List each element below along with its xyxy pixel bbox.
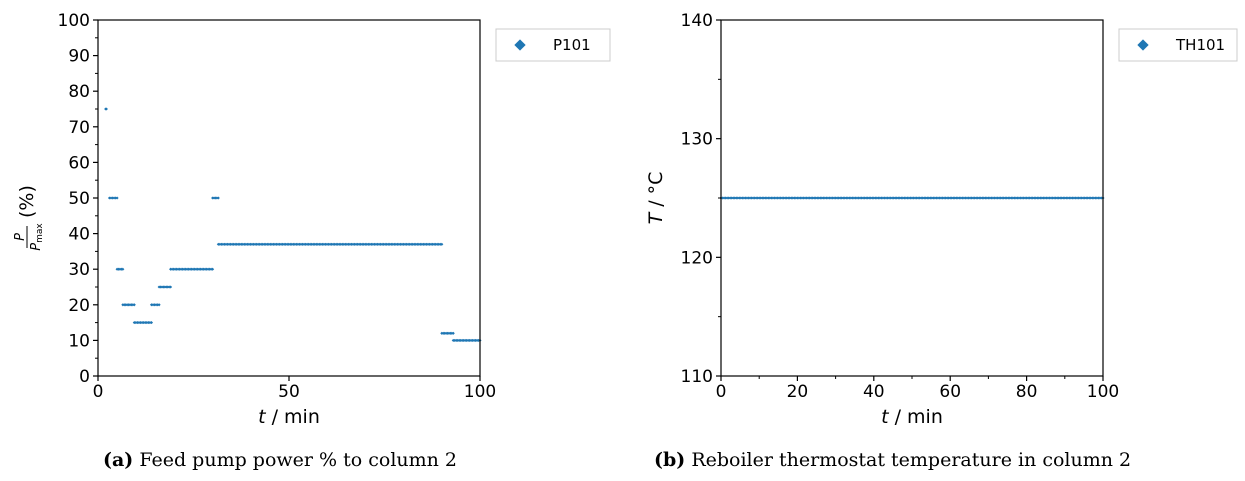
x-tick-label: 80 (1016, 382, 1038, 402)
data-point (145, 321, 149, 325)
y-tick-label: 100 (58, 11, 90, 31)
data-point (169, 285, 173, 289)
x-tick-label: 0 (716, 382, 727, 402)
panel-a-x-axis-label: t / min (258, 406, 320, 428)
svg-text:Pmax: Pmax (29, 223, 45, 251)
data-point (138, 321, 143, 325)
data-point (216, 196, 220, 200)
y-tick-label: 20 (68, 296, 90, 316)
y-tick-label: 0 (79, 367, 90, 387)
data-point (149, 321, 154, 325)
data-point (211, 267, 215, 271)
y-tick-label: 50 (68, 189, 90, 209)
panel-a-chart: 0 50 100 0 10 20 30 40 50 60 70 80 90 100 t / min (%… (13, 11, 611, 428)
y-tick-label: 40 (68, 225, 90, 245)
y-tick-label: 90 (68, 47, 90, 67)
data-point (451, 331, 455, 335)
panel-b-series-points (719, 196, 1105, 200)
panel-a-legend: P101 (495, 28, 611, 62)
panel-b-x-axis: 0 20 40 60 80 100 (716, 376, 1119, 402)
panel-a-y-axis-fraction: P (13, 233, 28, 241)
y-tick-label: 110 (681, 367, 713, 387)
panel-a-y-axis-label: (%) P Pmax (13, 185, 45, 251)
panel-b-chart: 0 20 40 60 80 100 110 120 130 140 t / min T / °C… (645, 11, 1238, 428)
y-tick-label: 60 (68, 153, 90, 173)
panel-a-y-axis: 0 10 20 30 40 50 60 70 80 90 100 (58, 11, 98, 387)
panel-a-plot-frame (97, 19, 481, 377)
panel-a-legend-label: P101 (553, 36, 591, 54)
x-tick-label: 0 (93, 382, 104, 402)
x-tick-label: 40 (863, 382, 885, 402)
panel-b-y-axis: 110 120 130 140 (681, 11, 721, 387)
y-tick-label: 30 (68, 260, 90, 280)
data-point (143, 321, 147, 325)
panel-a-label: (a) (103, 449, 134, 471)
panel-a-series-points (104, 107, 482, 342)
y-tick-label: 130 (681, 130, 713, 150)
x-tick-label: 20 (787, 382, 809, 402)
y-tick-label: 80 (68, 82, 90, 102)
panel-b-y-axis-label: T / °C (645, 172, 667, 225)
data-point (104, 107, 108, 111)
panel-b-legend-label: TH101 (1175, 36, 1225, 54)
x-tick-label: 100 (464, 382, 496, 402)
panel-b-caption: (b) Reboiler thermostat temperature in c… (654, 449, 1131, 471)
panel-a-x-axis: 0 50 100 (93, 376, 496, 402)
panel-b-x-axis-label: t / min (881, 406, 943, 428)
panel-b-label: (b) (654, 449, 686, 471)
x-tick-label: 100 (1087, 382, 1119, 402)
panel-a-caption-text: Feed pump power % to column 2 (139, 449, 458, 471)
data-point (142, 321, 146, 325)
svg-text:(%): (%) (16, 185, 38, 218)
y-tick-label: 70 (68, 118, 90, 138)
panel-b-legend-marker (1137, 39, 1149, 51)
y-tick-label: 10 (68, 331, 90, 351)
y-tick-label: 120 (681, 248, 713, 268)
data-point (140, 321, 144, 325)
x-tick-label: 60 (939, 382, 961, 402)
panel-b-legend: TH101 (1118, 28, 1238, 62)
y-tick-label: 140 (681, 11, 713, 31)
panel-b-caption-text: Reboiler thermostat temperature in colum… (691, 449, 1132, 471)
panel-a-legend-marker (514, 39, 526, 51)
x-tick-label: 50 (278, 382, 300, 402)
panel-a-caption: (a) Feed pump power % to column 2 (103, 449, 457, 471)
